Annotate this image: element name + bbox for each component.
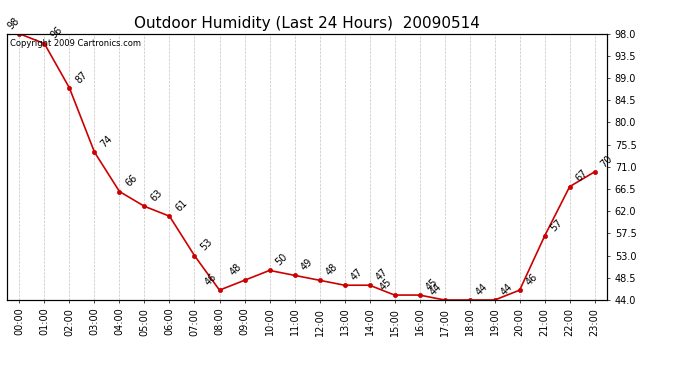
Text: 63: 63 (148, 188, 164, 204)
Text: 44: 44 (499, 282, 515, 297)
Text: 74: 74 (99, 134, 115, 149)
Text: 48: 48 (228, 262, 244, 278)
Text: Copyright 2009 Cartronics.com: Copyright 2009 Cartronics.com (10, 39, 141, 48)
Text: 49: 49 (299, 257, 315, 273)
Text: 45: 45 (378, 276, 394, 292)
Text: 87: 87 (74, 69, 90, 85)
Text: 66: 66 (124, 173, 139, 189)
Text: 44: 44 (428, 282, 444, 297)
Text: 61: 61 (174, 198, 189, 213)
Text: 57: 57 (549, 217, 564, 233)
Text: 98: 98 (6, 15, 21, 31)
Text: 70: 70 (599, 153, 615, 169)
Text: 47: 47 (374, 267, 390, 282)
Title: Outdoor Humidity (Last 24 Hours)  20090514: Outdoor Humidity (Last 24 Hours) 2009051… (134, 16, 480, 31)
Text: 50: 50 (274, 252, 290, 268)
Text: 47: 47 (348, 267, 364, 282)
Text: 96: 96 (48, 25, 64, 41)
Text: 67: 67 (574, 168, 590, 184)
Text: 53: 53 (199, 237, 215, 253)
Text: 48: 48 (324, 262, 339, 278)
Text: 44: 44 (474, 282, 489, 297)
Text: 46: 46 (524, 272, 540, 287)
Text: 45: 45 (424, 276, 440, 292)
Text: 46: 46 (203, 272, 219, 287)
